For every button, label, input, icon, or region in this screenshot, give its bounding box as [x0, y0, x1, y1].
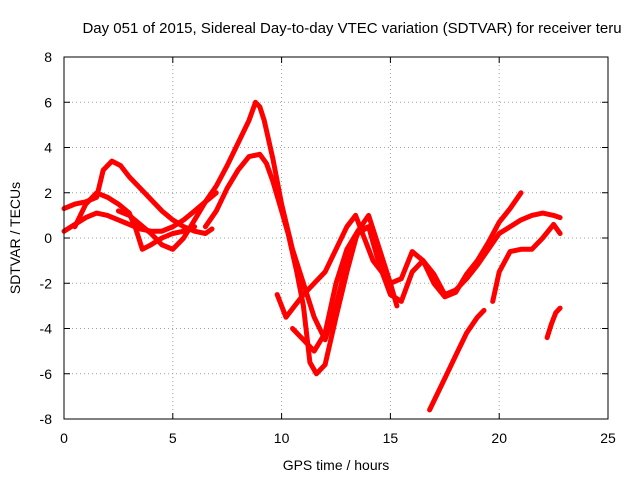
y-tick-label: 4 [44, 140, 52, 156]
y-tick-label: -4 [40, 321, 53, 337]
y-tick-label: 8 [44, 49, 52, 65]
x-axis-label: GPS time / hours [283, 457, 390, 473]
series-track-7 [290, 224, 372, 354]
series-track-3 [72, 190, 198, 252]
y-tick-label: 0 [44, 230, 52, 246]
x-tick-label: 15 [383, 430, 399, 446]
series-track-2 [61, 190, 219, 234]
y-tick-label: 6 [44, 94, 52, 110]
y-tick-label: -8 [40, 411, 53, 427]
series-track-10 [544, 305, 563, 341]
grid-lines [64, 57, 608, 419]
y-tick-label: -2 [40, 275, 53, 291]
x-tick-label: 10 [274, 430, 290, 446]
series-track-9 [490, 221, 563, 304]
series-track-8 [427, 307, 487, 413]
series-track-5 [202, 151, 400, 377]
x-tick-label: 20 [491, 430, 507, 446]
y-tick-label: 2 [44, 185, 52, 201]
series-track-6 [274, 190, 524, 320]
y-axis-label: SDTVAR / TECUs [7, 182, 23, 294]
x-tick-label: 25 [600, 430, 616, 446]
chart-title: Day 051 of 2015, Sidereal Day-to-day VTE… [82, 20, 621, 37]
series-track-4 [115, 99, 563, 343]
x-tick-label: 5 [169, 430, 177, 446]
tick-layer: 0 5 10 15 20 25 -8 -6 -4 -2 0 2 4 6 8 [40, 49, 616, 446]
y-tick-label: -6 [40, 366, 53, 382]
x-tick-label: 0 [60, 430, 68, 446]
series-layer [61, 99, 563, 413]
